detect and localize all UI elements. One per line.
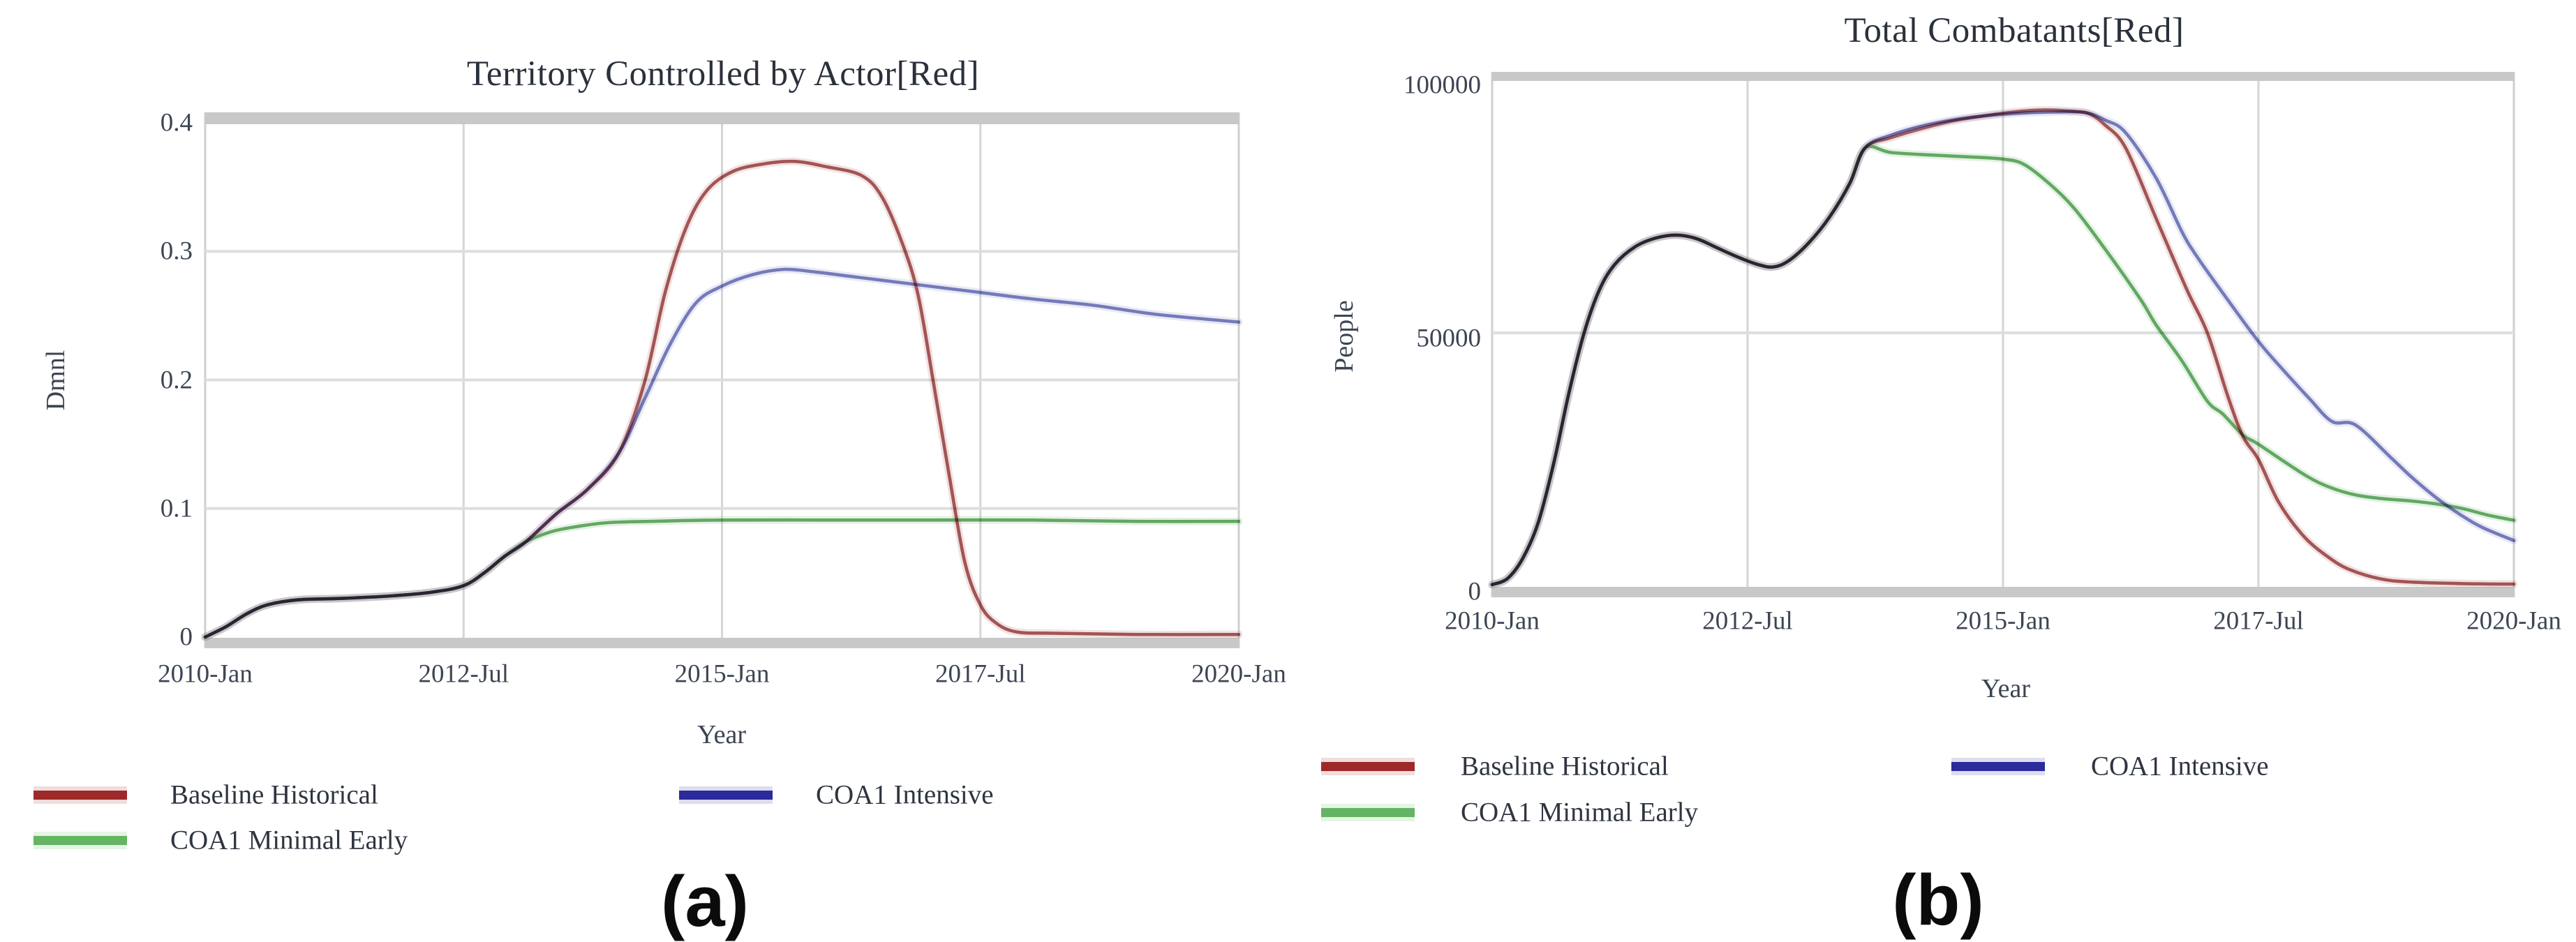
x-tick-label: 2010-Jan (158, 659, 253, 689)
x-tick-label: 2017-Jul (2213, 606, 2304, 636)
y-tick-label: 0.4 (160, 108, 193, 137)
chart-a-caption: (a) (661, 861, 749, 941)
x-tick-label: 2012-Jul (418, 659, 509, 689)
x-tick-label: 2015-Jan (674, 659, 770, 689)
x-tick-label: 2020-Jan (1191, 659, 1286, 689)
legend-label-coa1-intensive: COA1 Intensive (816, 779, 994, 810)
chart-a-title: Territory Controlled by Actor[Red] (466, 54, 980, 94)
legend-swatch-coa1-minimal-early (33, 835, 127, 845)
legend-label-coa1-minimal-early: COA1 Minimal Early (1461, 797, 1699, 828)
series-line-coa1-intensive-b (1490, 110, 2516, 587)
chart-a-y-axis-title: Dmnl (41, 350, 70, 411)
legend-swatch-coa1-intensive (679, 790, 773, 800)
x-tick-label: 2015-Jan (1956, 606, 2050, 636)
legend-swatch-coa1-intensive (1951, 761, 2045, 771)
chart-b-title: Total Combatants[Red] (1844, 11, 2184, 50)
y-tick-label: 0.2 (160, 366, 193, 394)
legend-label-baseline-historical: Baseline Historical (170, 779, 378, 810)
y-tick-label: 0.1 (160, 494, 193, 523)
bottom-axis-band (1492, 587, 2514, 597)
legend-label-baseline-historical: Baseline Historical (1461, 751, 1669, 782)
y-tick-label: 0 (1468, 577, 1482, 606)
legend-label-coa1-minimal-early: COA1 Minimal Early (170, 825, 408, 855)
top-axis-band (1492, 72, 2514, 81)
chart-a-x-axis-title: Year (697, 720, 747, 749)
y-tick-label: 100000 (1404, 70, 1481, 100)
legend-swatch-baseline-historical (33, 790, 127, 800)
x-tick-label: 2010-Jan (1445, 606, 1540, 636)
legend-swatch-coa1-minimal-early (1321, 807, 1415, 817)
chart-b-y-axis-title: People (1330, 300, 1359, 373)
x-tick-label: 2017-Jul (935, 659, 1026, 689)
top-axis-band (205, 112, 1239, 124)
chart-b-caption: (b) (1892, 860, 1984, 940)
y-tick-label: 50000 (1416, 324, 1482, 353)
bottom-axis-band (205, 638, 1239, 648)
y-tick-label: 0 (179, 622, 193, 652)
x-tick-label: 2020-Jan (2466, 606, 2561, 636)
x-tick-label: 2012-Jul (1702, 606, 1793, 636)
series-line-coa1-intensive-a (203, 267, 1241, 639)
legend-swatch-baseline-historical (1321, 761, 1415, 771)
y-tick-label: 0.3 (160, 237, 193, 266)
chart-b-x-axis-title: Year (1981, 674, 2031, 703)
legend-label-coa1-intensive: COA1 Intensive (2091, 751, 2269, 782)
